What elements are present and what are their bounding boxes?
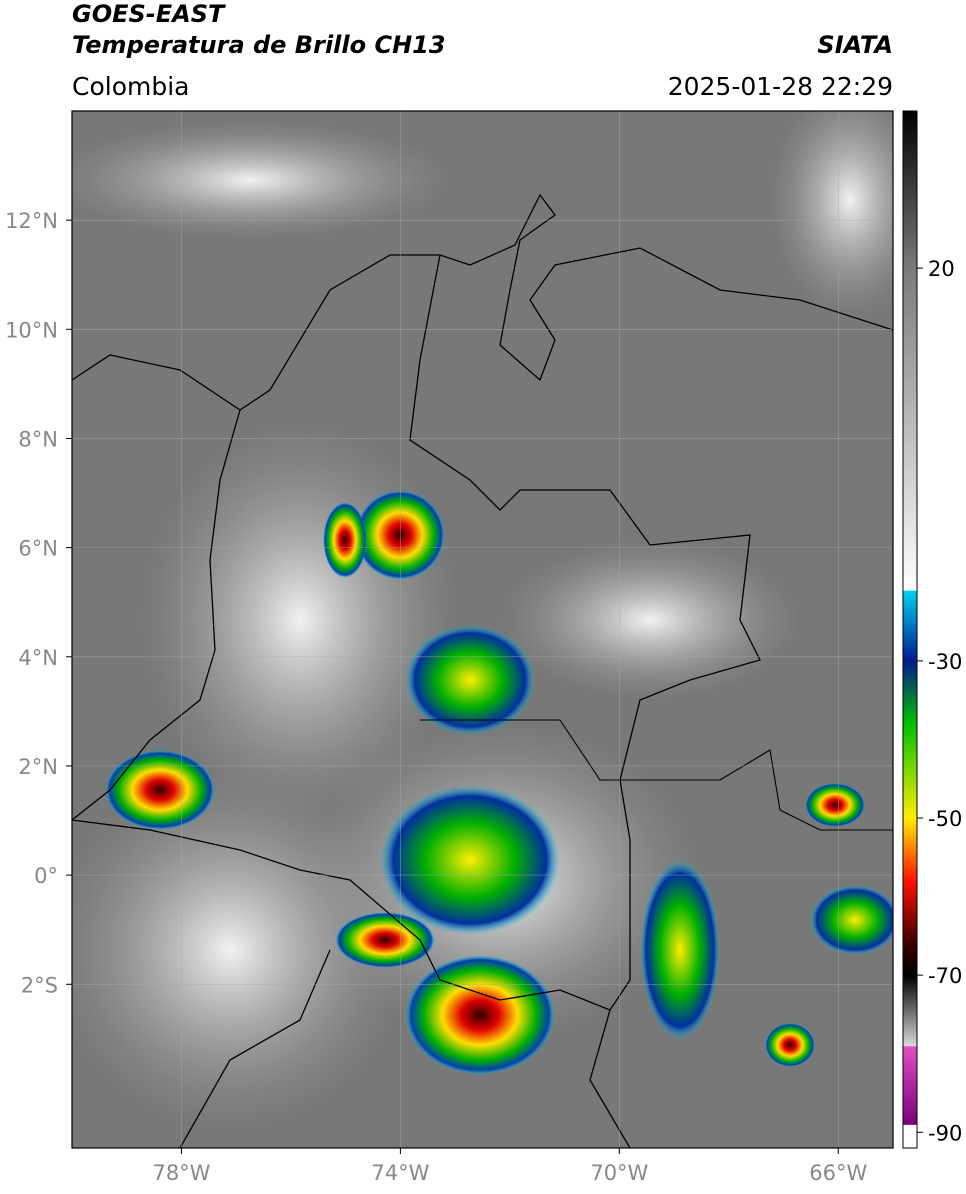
source: SIATA [817,31,893,59]
y-tick-label: 4°N [18,646,58,670]
title: GOES-EAST [72,0,226,28]
colorbar-tick-label: 20 [928,257,955,281]
y-tick-label: 10°N [5,318,58,342]
datetime: 2025-01-28 22:29 [668,72,893,101]
map-frame [71,110,894,1149]
colorbar-tick-label: -70 [928,964,962,988]
y-tick-label: 2°S [21,973,58,997]
y-tick-label: 12°N [5,209,58,233]
y-tick-label: 8°N [18,427,58,451]
x-tick-label: 78°W [152,1161,210,1185]
x-tick-label: 70°W [590,1161,648,1185]
colorbar-tick-label: -30 [928,650,962,674]
y-tick-label: 6°N [18,537,58,561]
y-tick-label: 2°N [18,755,58,779]
satellite-image [72,111,893,1148]
x-tick-label: 66°W [809,1161,867,1185]
y-tick-label: 0° [34,864,58,888]
colorbar-tick-label: -50 [928,807,962,831]
colorbar-tick-label: -90 [928,1121,962,1145]
x-tick-label: 74°W [371,1161,429,1185]
colorbar [902,110,918,1149]
region: Colombia [72,72,189,101]
subtitle: Temperatura de Brillo CH13 [72,31,446,59]
